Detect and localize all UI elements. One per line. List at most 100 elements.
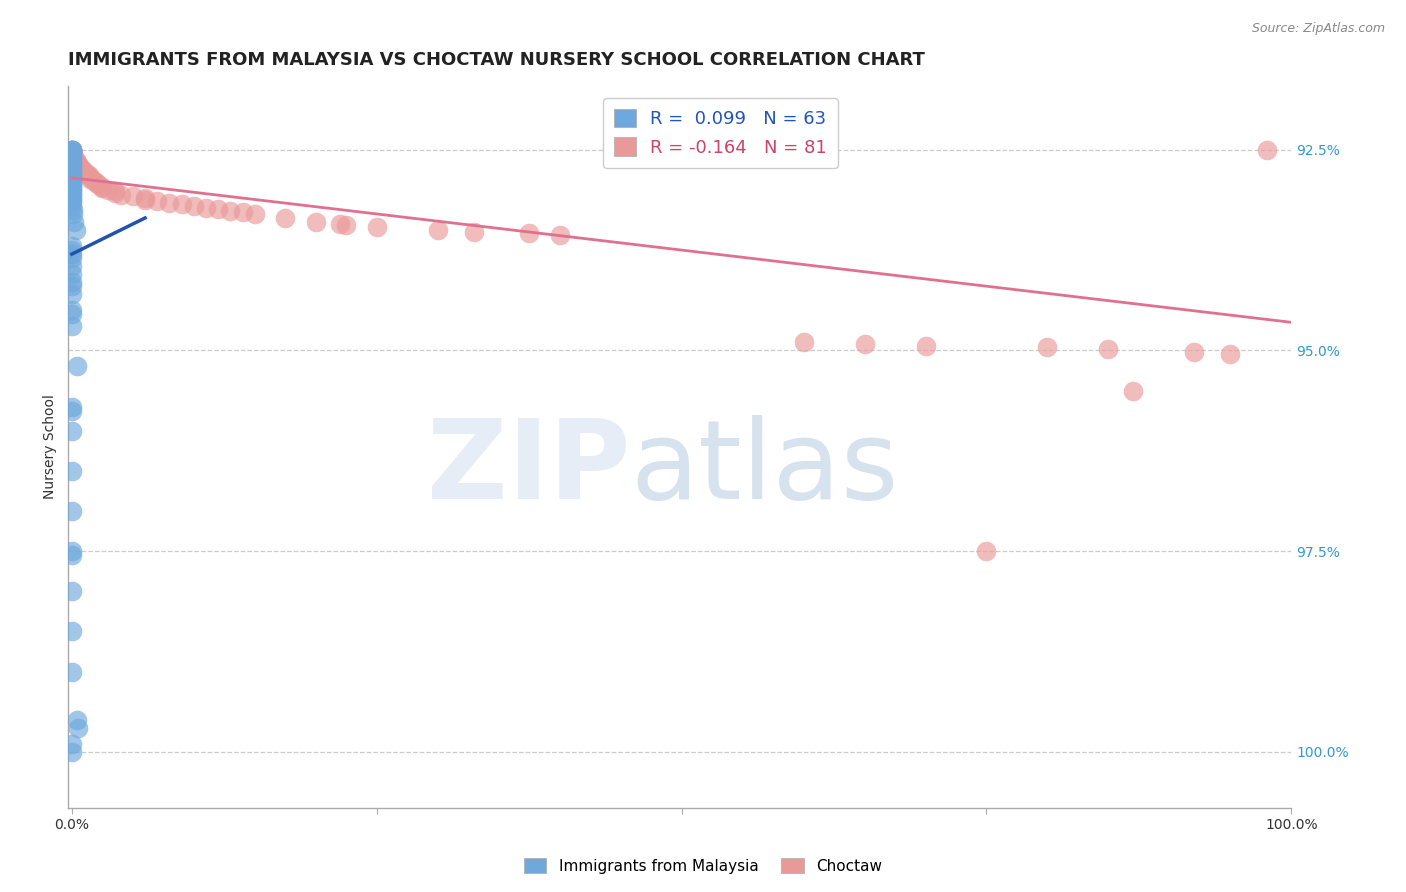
Point: [60, 191, 83, 205]
Point: [159, 195, 181, 210]
Point: [366, 219, 388, 234]
Text: IMMIGRANTS FROM MALAYSIA VS CHOCTAW NURSERY SCHOOL CORRELATION CHART: IMMIGRANTS FROM MALAYSIA VS CHOCTAW NURS…: [69, 51, 925, 69]
Point: [60, 267, 83, 281]
Point: [60, 161, 83, 175]
Point: [84, 175, 107, 189]
Point: [793, 335, 815, 350]
Point: [60, 303, 83, 318]
Point: [87, 178, 110, 192]
Point: [60, 154, 83, 169]
Point: [62, 149, 84, 163]
Point: [82, 173, 104, 187]
Point: [66, 721, 89, 735]
Point: [60, 143, 83, 157]
Point: [219, 203, 242, 218]
Point: [62, 147, 84, 161]
Point: [60, 584, 83, 599]
Point: [60, 745, 83, 759]
Point: [1219, 346, 1241, 360]
Point: [60, 247, 83, 261]
Point: [60, 464, 83, 478]
Point: [60, 424, 83, 438]
Point: [243, 207, 266, 221]
Point: [914, 338, 936, 352]
Point: [60, 186, 83, 201]
Point: [60, 548, 83, 562]
Point: [305, 215, 328, 229]
Point: [60, 159, 83, 173]
Point: [1097, 342, 1119, 356]
Point: [195, 201, 218, 215]
Point: [60, 178, 83, 193]
Point: [66, 157, 89, 171]
Point: [1256, 143, 1278, 157]
Point: [70, 161, 93, 176]
Point: [183, 199, 205, 213]
Point: [60, 544, 83, 558]
Point: [60, 153, 83, 167]
Legend: Immigrants from Malaysia, Choctaw: Immigrants from Malaysia, Choctaw: [517, 852, 889, 880]
Point: [65, 223, 87, 237]
Point: [60, 665, 83, 679]
Point: [91, 179, 114, 194]
Point: [69, 161, 91, 176]
Point: [62, 207, 84, 221]
Point: [517, 226, 540, 240]
Point: [65, 153, 87, 168]
Point: [60, 307, 83, 321]
Point: [66, 155, 89, 169]
Point: [1122, 384, 1144, 398]
Point: [63, 153, 86, 167]
Point: [60, 259, 83, 273]
Point: [62, 148, 84, 162]
Point: [146, 194, 169, 208]
Point: [60, 170, 83, 185]
Point: [73, 166, 96, 180]
Point: [60, 188, 83, 202]
Point: [60, 319, 83, 334]
Point: [170, 197, 193, 211]
Point: [60, 275, 83, 289]
Point: [60, 151, 83, 165]
Point: [60, 243, 83, 257]
Point: [60, 193, 83, 207]
Point: [63, 152, 86, 166]
Point: [60, 143, 83, 157]
Point: [97, 183, 120, 197]
Point: [60, 143, 83, 157]
Point: [134, 191, 156, 205]
Point: [60, 145, 83, 160]
Point: [60, 403, 83, 417]
Point: [207, 202, 229, 216]
Point: [60, 143, 83, 157]
Point: [60, 185, 83, 199]
Point: [60, 279, 83, 293]
Point: [60, 737, 83, 751]
Point: [329, 217, 352, 231]
Point: [274, 211, 297, 225]
Point: [66, 156, 89, 170]
Point: [77, 169, 100, 183]
Point: [60, 175, 83, 189]
Point: [66, 359, 89, 374]
Point: [335, 218, 357, 232]
Point: [60, 194, 83, 209]
Point: [84, 177, 107, 191]
Point: [66, 713, 89, 727]
Point: [60, 143, 83, 157]
Point: [103, 186, 125, 200]
Point: [67, 160, 90, 174]
Point: [60, 156, 83, 170]
Point: [976, 544, 998, 558]
Text: atlas: atlas: [631, 415, 900, 522]
Point: [60, 169, 83, 183]
Point: [60, 183, 83, 197]
Point: [62, 150, 84, 164]
Point: [67, 159, 90, 173]
Point: [60, 180, 83, 194]
Point: [63, 215, 86, 229]
Point: [79, 169, 101, 184]
Point: [60, 164, 83, 178]
Point: [60, 177, 83, 191]
Point: [1036, 340, 1059, 354]
